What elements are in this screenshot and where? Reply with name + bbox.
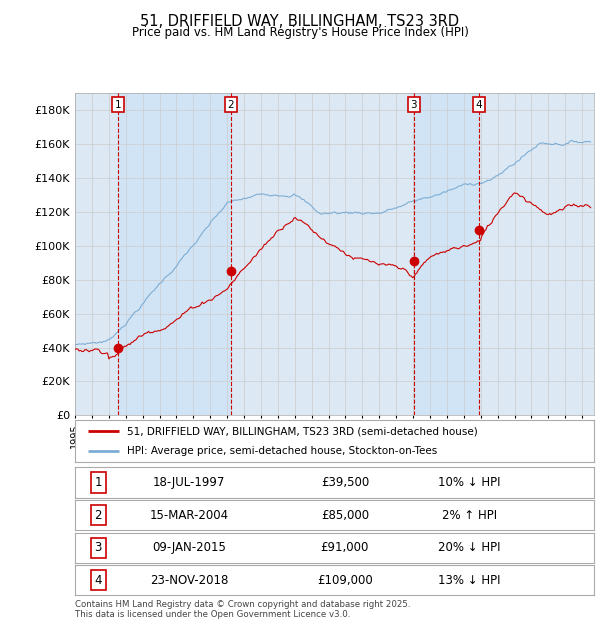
Text: 51, DRIFFIELD WAY, BILLINGHAM, TS23 3RD (semi-detached house): 51, DRIFFIELD WAY, BILLINGHAM, TS23 3RD …: [127, 426, 478, 436]
Text: HPI: Average price, semi-detached house, Stockton-on-Tees: HPI: Average price, semi-detached house,…: [127, 446, 437, 456]
Text: 4: 4: [476, 100, 482, 110]
Text: Price paid vs. HM Land Registry's House Price Index (HPI): Price paid vs. HM Land Registry's House …: [131, 26, 469, 39]
Text: 4: 4: [95, 574, 102, 587]
Text: Contains HM Land Registry data © Crown copyright and database right 2025.
This d: Contains HM Land Registry data © Crown c…: [75, 600, 410, 619]
Text: 1: 1: [115, 100, 121, 110]
Text: 18-JUL-1997: 18-JUL-1997: [153, 476, 226, 489]
Text: 2% ↑ HPI: 2% ↑ HPI: [442, 508, 497, 521]
Text: 20% ↓ HPI: 20% ↓ HPI: [438, 541, 500, 554]
Text: 13% ↓ HPI: 13% ↓ HPI: [438, 574, 500, 587]
Bar: [118, 93, 231, 415]
Text: 09-JAN-2015: 09-JAN-2015: [152, 541, 226, 554]
Text: 3: 3: [95, 541, 102, 554]
Text: 2: 2: [95, 508, 102, 521]
Text: 2: 2: [227, 100, 234, 110]
Text: 51, DRIFFIELD WAY, BILLINGHAM, TS23 3RD: 51, DRIFFIELD WAY, BILLINGHAM, TS23 3RD: [140, 14, 460, 29]
Text: 1: 1: [95, 476, 102, 489]
Bar: [413, 93, 479, 415]
Text: £91,000: £91,000: [320, 541, 369, 554]
Text: £109,000: £109,000: [317, 574, 373, 587]
Text: 10% ↓ HPI: 10% ↓ HPI: [438, 476, 500, 489]
Text: 15-MAR-2004: 15-MAR-2004: [149, 508, 229, 521]
Text: 3: 3: [410, 100, 417, 110]
Text: 23-NOV-2018: 23-NOV-2018: [150, 574, 229, 587]
Text: £85,000: £85,000: [321, 508, 369, 521]
Text: £39,500: £39,500: [321, 476, 369, 489]
